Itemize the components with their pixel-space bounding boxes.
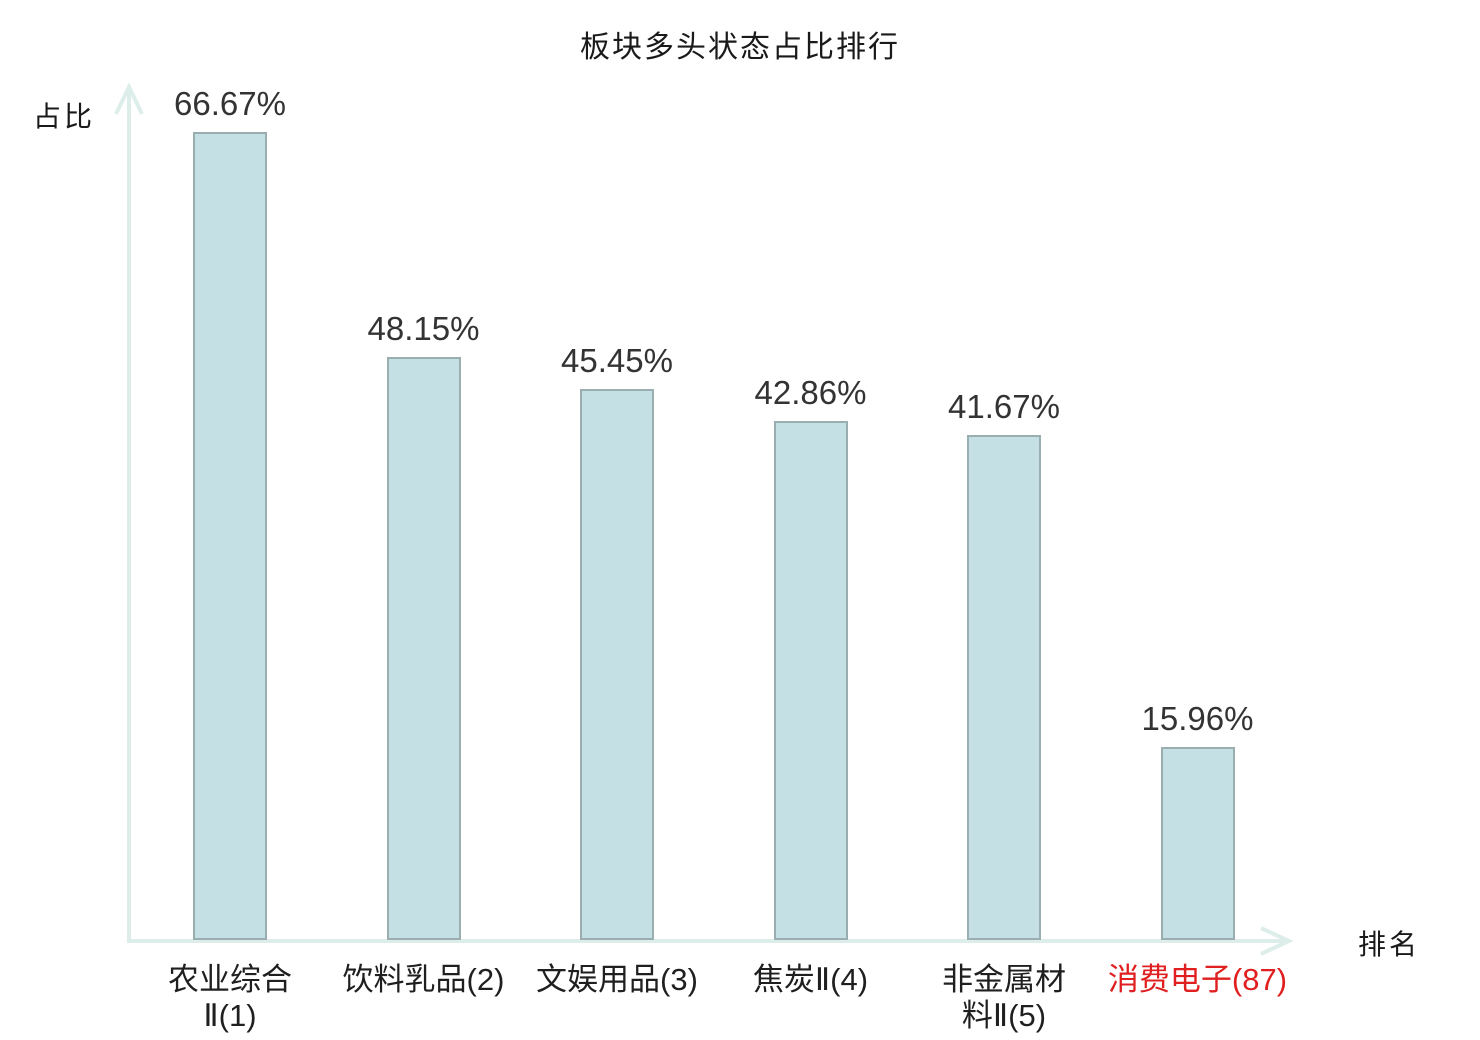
bar (193, 132, 267, 940)
bar (386, 357, 461, 940)
bar-value-label: 45.45% (561, 342, 673, 379)
bar-category-label: 文娱用品(3) (536, 962, 698, 997)
x-axis-arrowhead-icon (1260, 926, 1294, 956)
chart-title: 板块多头状态占比排行 (580, 31, 900, 64)
bar (1160, 747, 1235, 940)
bar-category-label: 非金属材 料Ⅱ(5) (942, 962, 1066, 1033)
bar-category-label: 饮料乳品(2) (342, 962, 505, 997)
y-axis-label: 占比 (33, 101, 96, 132)
bar (967, 435, 1041, 940)
bar-category-label: 消费电子(87) (1107, 962, 1288, 997)
bar (580, 389, 654, 940)
x-axis-label: 排名 (1358, 929, 1421, 960)
bar (773, 421, 848, 940)
bar-value-label: 48.15% (367, 310, 480, 347)
bar-value-label: 66.67% (174, 85, 286, 122)
bar-category-label: 农业综合 Ⅱ(1) (168, 962, 292, 1033)
bar-value-label: 42.86% (754, 374, 867, 411)
bar-value-label: 41.67% (948, 388, 1060, 425)
bar-category-label: 焦炭Ⅱ(4) (752, 962, 869, 997)
bar-value-label: 15.96% (1141, 700, 1254, 737)
